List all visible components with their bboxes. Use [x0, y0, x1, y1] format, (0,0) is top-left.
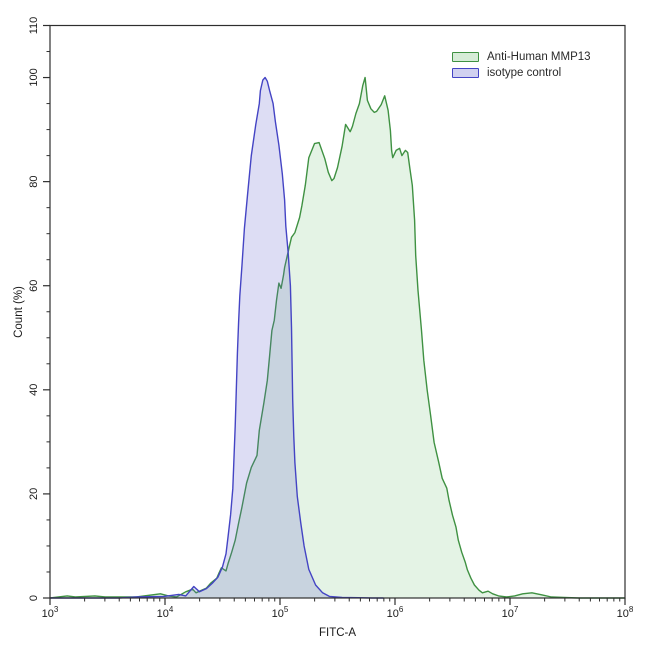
legend: Anti-Human MMP13 isotype control [452, 51, 591, 79]
y-tick-label: 20 [28, 488, 40, 500]
tick-layer: 103 104 105 106 107 108 0 20 40 60 80 100 110 [28, 17, 634, 620]
legend-item-anti-human-mmp13: Anti-Human MMP13 [452, 51, 591, 63]
y-tick-label: 40 [28, 384, 40, 396]
legend-label: Anti-Human MMP13 [487, 51, 591, 63]
x-axis-title: FITC-A [319, 627, 356, 639]
green-histogram-swatch-icon [452, 52, 479, 62]
x-tick-label: 108 [617, 605, 634, 620]
y-tick-label: 100 [28, 68, 40, 86]
blue-histogram-swatch-icon [452, 68, 479, 78]
y-tick-label: 60 [28, 280, 40, 292]
series-line-isotype-control [50, 76, 384, 599]
y-axis-title: Count (%) [13, 286, 25, 338]
x-tick-label: 104 [157, 605, 174, 620]
x-tick-label: 106 [387, 605, 404, 620]
y-tick-label: 110 [28, 17, 40, 35]
x-tick-label: 105 [272, 605, 289, 620]
series-layer [49, 76, 625, 599]
y-tick-label: 0 [28, 595, 40, 601]
legend-label: isotype control [487, 67, 562, 79]
x-tick-label: 107 [502, 605, 519, 620]
y-tick-label: 80 [28, 175, 40, 187]
legend-item-isotype-control: isotype control [452, 67, 591, 79]
series-fill-anti-human-mmp13 [50, 77, 625, 598]
series-line-anti-human-mmp13 [49, 76, 625, 599]
x-tick-label: 103 [42, 605, 59, 620]
